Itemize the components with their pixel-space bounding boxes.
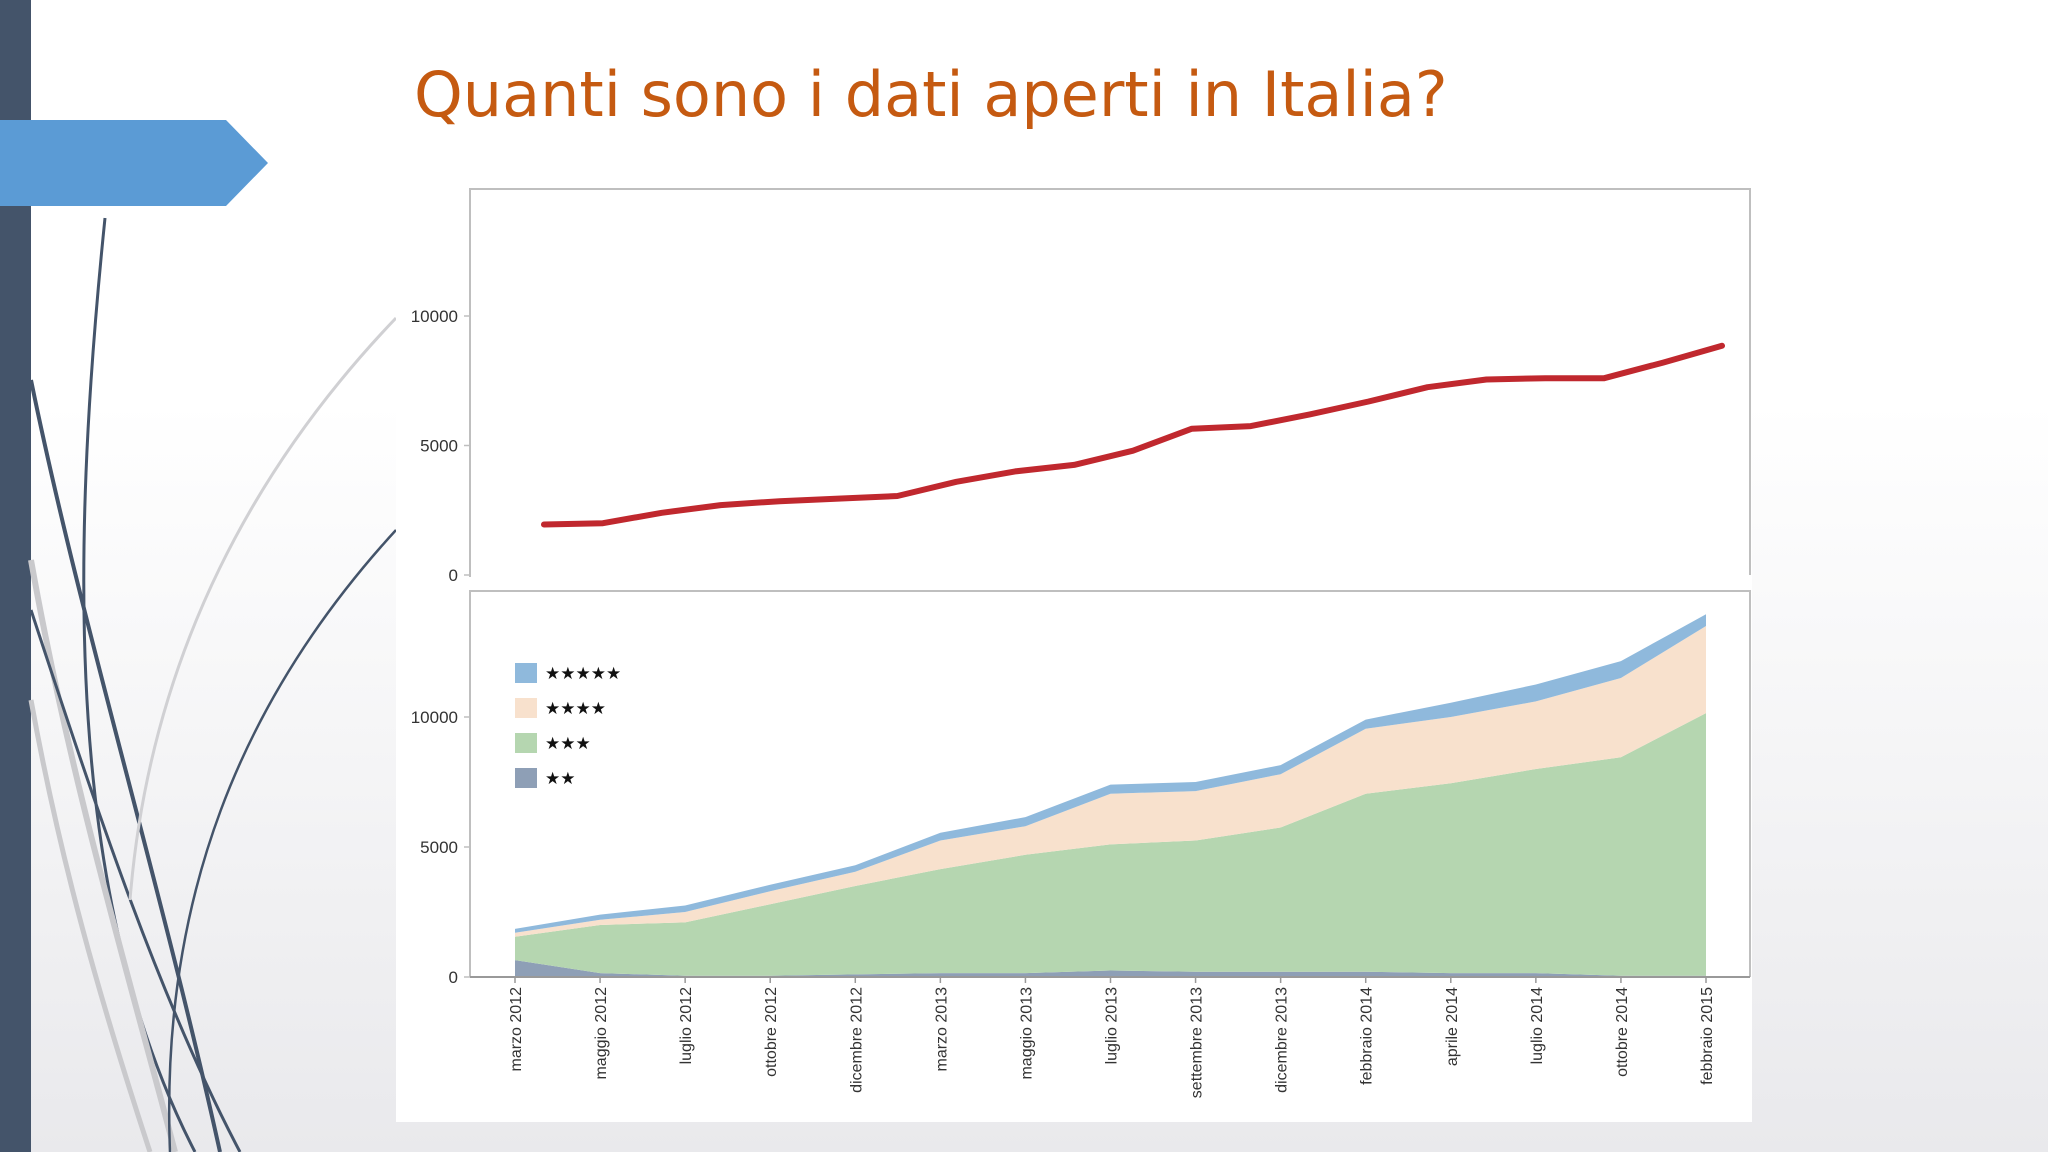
legend-label: ★★ [545,769,575,788]
area-series-2-stars [515,960,1706,977]
x-tick-label: luglio 2014 [1529,987,1546,1065]
x-tick-label: aprile 2014 [1444,987,1461,1066]
x-tick-label: luglio 2012 [678,987,695,1065]
x-tick-label: luglio 2013 [1104,987,1121,1065]
legend: ★★★★★★★★★★★★★★ [515,663,621,788]
area-chart-frame [469,590,1751,977]
x-tick-label: maggio 2013 [1018,987,1035,1080]
x-tick-label: marzo 2012 [508,987,525,1072]
line-chart-frame [469,188,1751,575]
legend-swatch [515,733,537,753]
legend-label: ★★★ [545,734,591,753]
legend-swatch [515,663,537,683]
x-tick-label: dicembre 2012 [848,987,865,1093]
x-tick-label: maggio 2012 [593,987,610,1080]
y-tick-label: 10000 [411,307,458,326]
y-tick-label: 5000 [420,838,458,857]
slide-title: Quanti sono i dati aperti in Italia? [414,58,1448,131]
x-tick-label: dicembre 2013 [1274,987,1291,1093]
y-tick-label: 5000 [420,437,458,456]
legend-swatch [515,698,537,718]
area-chart-x-ticks: marzo 2012 maggio 2012 luglio 2012 ottobre … [508,977,1716,1098]
x-tick-label: febbraio 2014 [1359,987,1376,1085]
area-chart: 0 5000 10000 marzo 2012 maggio 2012 luglio 2… [411,590,1751,1098]
legend-swatch [515,768,537,788]
x-tick-label: febbraio 2015 [1699,987,1716,1085]
arrow-shape [0,120,268,206]
area-series [515,614,1706,977]
series-line-total [541,342,1725,528]
legend-label: ★★★★★ [545,664,621,683]
x-tick-label: ottobre 2012 [763,987,780,1077]
charts: 0 5000 10000 0 5000 10000 marzo 2012 maggio 2… [411,188,1751,1098]
legend-label: ★★★★ [545,699,606,718]
area-chart-y-ticks: 0 5000 10000 [411,708,470,987]
x-tick-label: marzo 2013 [933,987,950,1072]
chart-panel: 0 5000 10000 0 5000 10000 marzo 2012 maggio 2… [396,185,1752,1122]
y-tick-label: 0 [449,968,458,987]
x-tick-label: settembre 2013 [1189,987,1206,1098]
y-tick-label: 10000 [411,708,458,727]
x-tick-label: ottobre 2014 [1614,987,1631,1077]
y-tick-label: 0 [449,566,458,585]
line-chart-y-ticks: 0 5000 10000 [411,307,470,585]
line-chart: 0 5000 10000 [411,188,1751,585]
